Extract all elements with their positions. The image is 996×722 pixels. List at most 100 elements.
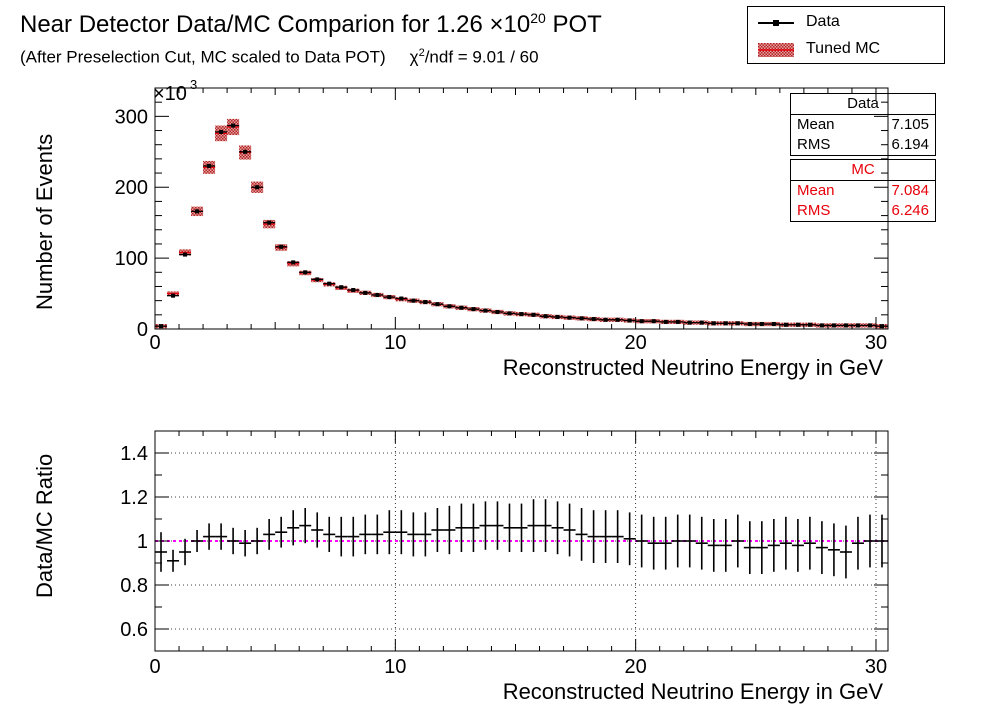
data-point	[699, 320, 704, 325]
y-tick-label: 300	[115, 106, 148, 128]
chi-exponent: 2	[418, 47, 425, 59]
data-point	[735, 321, 740, 326]
chart-title: Near Detector Data/MC Comparion for 1.26…	[20, 10, 602, 39]
y-tick-label: 1.2	[120, 487, 148, 509]
title-exponent: 20	[530, 10, 546, 26]
legend-data-marker-icon	[758, 20, 794, 26]
chi-ndf-value: /ndf = 9.01 / 60	[424, 47, 539, 67]
data-point	[375, 292, 380, 297]
stats-mc-rms-label: RMS	[797, 202, 831, 219]
data-point	[639, 319, 644, 324]
data-point	[555, 314, 560, 319]
ratio-grid	[155, 431, 888, 651]
legend-label-data: Data	[806, 13, 840, 30]
x-tick-label: 10	[384, 656, 406, 678]
data-point	[819, 323, 824, 328]
data-point	[843, 323, 848, 328]
x-tick-label: 30	[865, 332, 887, 354]
data-point	[867, 323, 872, 328]
legend-label-mc: Tuned MC	[806, 40, 881, 57]
x-tick-label: 0	[149, 656, 160, 678]
stats-mc-title: MC	[791, 160, 935, 181]
legend-entry-mc: Tuned MC	[758, 37, 942, 63]
x-tick-label: 20	[625, 332, 647, 354]
stats-data-mean-value: 7.105	[891, 116, 929, 133]
data-point	[507, 311, 512, 316]
data-point	[255, 185, 260, 190]
data-point	[531, 312, 536, 317]
data-point	[759, 322, 764, 327]
data-point	[783, 322, 788, 327]
data-point	[447, 304, 452, 309]
mc-band-series	[155, 118, 888, 329]
data-series	[155, 123, 888, 329]
data-point	[543, 314, 548, 319]
legend: Data Tuned MC	[747, 6, 945, 64]
stats-box-mc: MC Mean 7.084 RMS 6.246	[790, 159, 936, 222]
stats-mc-mean-label: Mean	[797, 182, 835, 199]
data-point	[579, 316, 584, 321]
bottom-axis-ticks: 0 10 20 30 0.6 0.8 1 1.2 1.4	[120, 430, 888, 678]
data-point	[399, 296, 404, 301]
stats-data-rms-label: RMS	[797, 136, 831, 153]
data-point	[327, 281, 332, 286]
data-point	[303, 270, 308, 275]
data-point	[459, 305, 464, 310]
x-tick-label: 30	[865, 656, 887, 678]
stats-mc-rms-value: 6.246	[891, 202, 929, 219]
data-point	[651, 319, 656, 324]
bottom-x-axis-label: Reconstructed Neutrino Energy in GeV	[503, 679, 884, 704]
stats-data-title: Data	[791, 94, 935, 115]
data-point	[831, 323, 836, 328]
stats-box-data: Data Mean 7.105 RMS 6.194	[790, 93, 936, 156]
data-point	[663, 319, 668, 324]
legend-mc-band-icon	[758, 43, 794, 57]
chi-symbol: χ	[409, 47, 419, 67]
data-point	[267, 220, 272, 225]
x-tick-label: 0	[149, 332, 160, 354]
data-point	[603, 317, 608, 322]
data-point	[795, 322, 800, 327]
data-point	[351, 288, 356, 293]
ratio-series	[155, 499, 888, 579]
data-point	[879, 324, 884, 329]
data-point	[387, 295, 392, 300]
subtitle-cut-note: (After Preselection Cut, MC scaled to Da…	[20, 47, 386, 67]
data-point	[627, 318, 632, 323]
data-point	[183, 252, 188, 257]
data-point	[747, 322, 752, 327]
data-point	[411, 298, 416, 303]
data-point	[243, 149, 248, 154]
data-point	[495, 309, 500, 314]
data-point	[363, 290, 368, 295]
top-x-axis-label: Reconstructed Neutrino Energy in GeV	[503, 355, 884, 380]
chart-subtitle: (After Preselection Cut, MC scaled to Da…	[20, 47, 539, 68]
data-point	[711, 321, 716, 326]
y-tick-label: 0.8	[120, 575, 148, 597]
data-point	[279, 244, 284, 249]
y-tick-label: 0.6	[120, 619, 148, 641]
data-point	[807, 322, 812, 327]
data-point	[435, 302, 440, 307]
data-point	[519, 312, 524, 317]
data-point	[195, 209, 200, 214]
data-point	[723, 321, 728, 326]
stats-data-rms-value: 6.194	[891, 136, 929, 153]
y-tick-label: 100	[115, 248, 148, 270]
stats-data-mean-label: Mean	[797, 116, 835, 133]
data-point	[315, 277, 320, 282]
data-point	[231, 123, 236, 128]
stats-mc-mean-value: 7.084	[891, 182, 929, 199]
x-tick-label: 20	[625, 656, 647, 678]
y-tick-label: 0	[137, 319, 148, 341]
data-point	[855, 323, 860, 328]
data-point	[423, 300, 428, 305]
title-main: Near Detector Data/MC Comparion for 1.26…	[20, 11, 531, 38]
data-point	[615, 317, 620, 322]
data-point	[219, 129, 224, 134]
bottom-y-axis-label: Data/MC Ratio	[32, 454, 57, 598]
bottom-panel: 0 10 20 30 0.6 0.8 1 1.2 1.4 Reconstructed Neutr…	[32, 430, 889, 704]
